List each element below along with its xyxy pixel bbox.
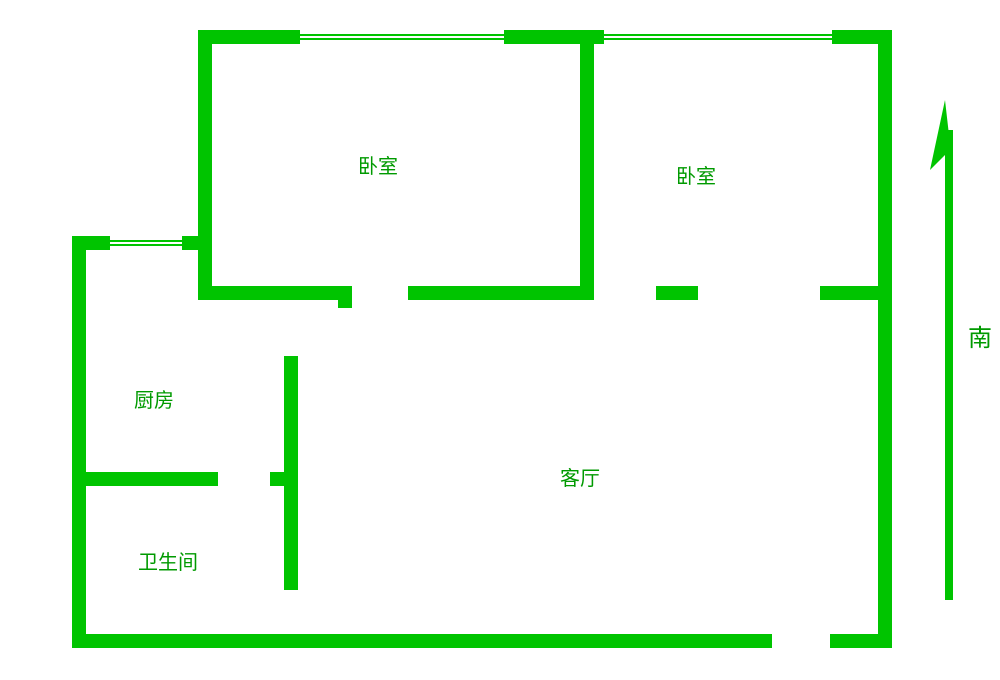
compass-arrow [0, 0, 1000, 680]
compass-label: 南 [968, 318, 992, 353]
